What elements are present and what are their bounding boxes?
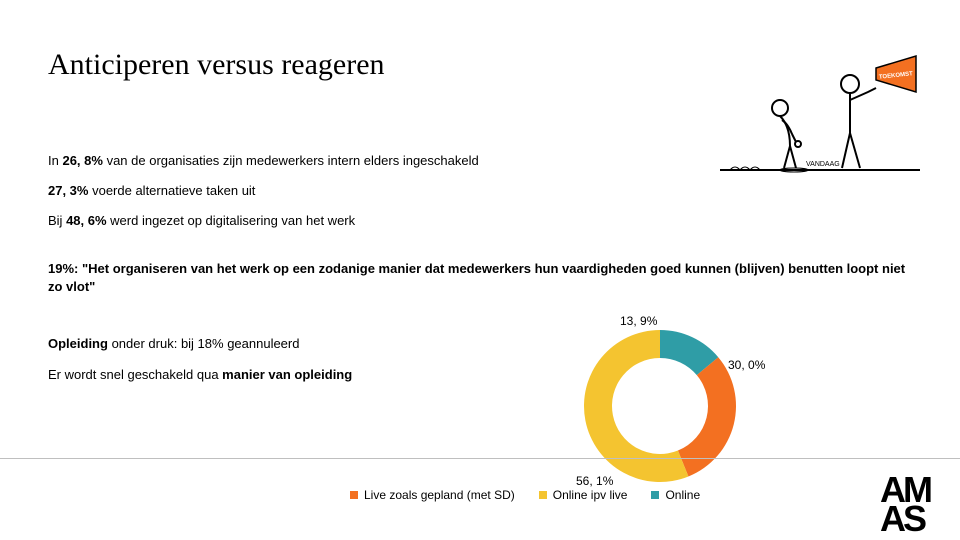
text: Er wordt snel geschakeld qua bbox=[48, 367, 222, 382]
logo: AM AS bbox=[880, 475, 930, 534]
legend-label: Online bbox=[665, 488, 700, 502]
donut-label-2: 56, 1% bbox=[576, 474, 613, 488]
donut-label-0: 13, 9% bbox=[620, 314, 657, 328]
logo-line-2: AS bbox=[880, 504, 930, 534]
pct: 26, 8% bbox=[62, 153, 102, 168]
text: voerde alternatieve taken uit bbox=[88, 183, 255, 198]
donut-chart: 13, 9% 30, 0% 56, 1% bbox=[560, 306, 760, 506]
donut-label-1: 30, 0% bbox=[728, 358, 765, 372]
legend-item-0: Live zoals gepland (met SD) bbox=[350, 488, 515, 502]
body-line-2: 27, 3% voerde alternatieve taken uit bbox=[48, 180, 868, 202]
slide: Anticiperen versus reageren TOEKOMST VAN… bbox=[0, 0, 960, 540]
training-line-2: Er wordt snel geschakeld qua manier van … bbox=[48, 363, 498, 388]
training-line-1: Opleiding onder druk: bij 18% geannuleer… bbox=[48, 332, 498, 357]
pct: 48, 6% bbox=[66, 213, 106, 228]
legend: Live zoals gepland (met SD) Online ipv l… bbox=[350, 488, 700, 502]
page-title: Anticiperen versus reageren bbox=[48, 48, 385, 82]
legend-swatch-2 bbox=[651, 491, 659, 499]
text: van de organisaties zijn medewerkers int… bbox=[103, 153, 479, 168]
body-line-1: In 26, 8% van de organisaties zijn medew… bbox=[48, 150, 868, 172]
legend-label: Live zoals gepland (met SD) bbox=[364, 488, 515, 502]
body-text: In 26, 8% van de organisaties zijn medew… bbox=[48, 150, 868, 240]
strong: manier van opleiding bbox=[222, 367, 352, 382]
legend-item-1: Online ipv live bbox=[539, 488, 628, 502]
text: werd ingezet op digitalisering van het w… bbox=[107, 213, 356, 228]
text: In bbox=[48, 153, 62, 168]
quote-block: 19%: "Het organiseren van het werk op ee… bbox=[48, 260, 918, 295]
strong: Opleiding bbox=[48, 336, 108, 351]
quote-text: "Het organiseren van het werk op een zod… bbox=[48, 261, 905, 294]
quote-pct: 19%: bbox=[48, 261, 82, 276]
training-block: Opleiding onder druk: bij 18% geannuleer… bbox=[48, 332, 498, 393]
text: onder druk: bij 18% geannuleerd bbox=[108, 336, 300, 351]
legend-swatch-0 bbox=[350, 491, 358, 499]
legend-swatch-1 bbox=[539, 491, 547, 499]
legend-item-2: Online bbox=[651, 488, 700, 502]
divider bbox=[0, 458, 960, 459]
body-line-3: Bij 48, 6% werd ingezet op digitaliserin… bbox=[48, 210, 868, 232]
pct: 27, 3% bbox=[48, 183, 88, 198]
text: Bij bbox=[48, 213, 66, 228]
legend-label: Online ipv live bbox=[553, 488, 628, 502]
